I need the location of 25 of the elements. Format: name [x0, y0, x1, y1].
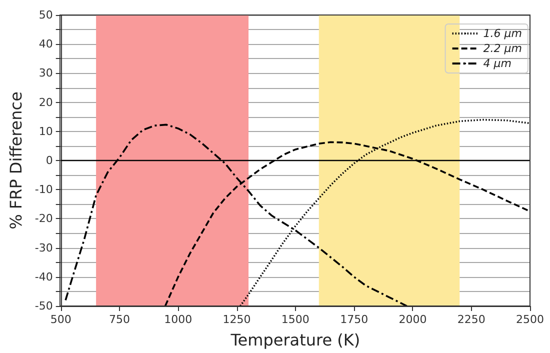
y-tick-label: -40 — [34, 270, 53, 284]
x-tick-label: 500 — [50, 313, 72, 326]
x-tick-label: 2000 — [398, 313, 427, 326]
y-tick-label: 30 — [38, 66, 53, 80]
legend-label: 4 µm — [483, 57, 512, 70]
x-tick-label: 1500 — [281, 313, 310, 326]
x-tick-label: 1750 — [340, 313, 368, 326]
y-tick-label: 50 — [38, 8, 53, 22]
y-tick-label: -20 — [34, 212, 53, 226]
x-tick-label: 1250 — [222, 313, 251, 326]
y-tick-label: 40 — [38, 38, 53, 51]
y-tick-label: 20 — [38, 96, 53, 109]
y-tick-label: 0 — [46, 154, 53, 167]
legend-label: 2.2 µm — [483, 42, 522, 55]
x-tick-label: 2500 — [516, 313, 544, 326]
x-tick-label: 1000 — [164, 313, 192, 326]
y-tick-label: 10 — [38, 124, 53, 138]
x-tick-label: 2250 — [457, 313, 486, 326]
y-tick-label: -50 — [34, 300, 53, 312]
legend-label: 1.6 µm — [483, 27, 522, 40]
y-tick-label: -30 — [34, 241, 53, 254]
y-axis-title: % FRP Difference — [6, 92, 26, 230]
x-axis-title: Temperature (K) — [230, 330, 360, 350]
y-tick-label: -10 — [34, 183, 53, 196]
x-tick-label: 750 — [109, 313, 130, 326]
